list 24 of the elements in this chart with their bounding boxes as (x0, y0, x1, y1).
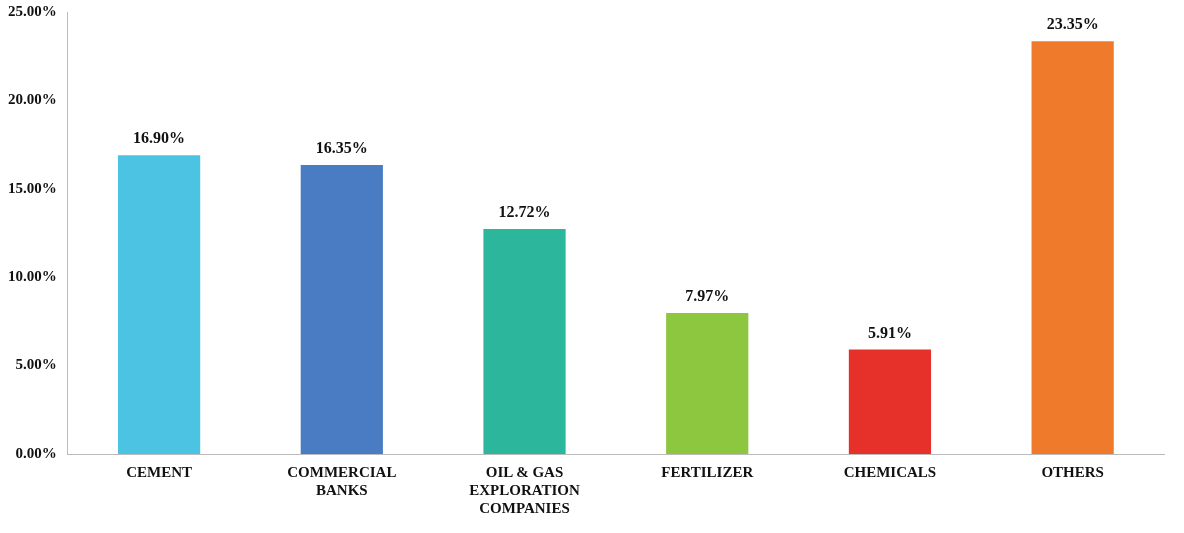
bar (118, 155, 201, 454)
x-tick-label: COMMERCIAL BANKS (287, 463, 397, 498)
data-label: 16.90% (133, 129, 186, 147)
bar (483, 229, 566, 454)
y-tick-label: 0.00% (15, 444, 57, 461)
y-tick-label: 25.00% (8, 2, 57, 19)
bar (300, 164, 383, 454)
data-label: 7.97% (685, 287, 730, 305)
data-label: 5.91% (867, 323, 912, 341)
x-tick-label: OTHERS (1041, 463, 1104, 480)
x-tick-label: FERTILIZER (661, 463, 754, 480)
y-tick-label: 15.00% (8, 179, 57, 196)
y-tick-label: 20.00% (8, 91, 57, 108)
bar (1031, 41, 1114, 454)
data-label: 12.72% (498, 203, 551, 221)
y-tick-label: 10.00% (8, 268, 57, 285)
x-tick-label: OIL & GAS EXPLORATION COMPANIES (469, 463, 580, 516)
x-tick-label: CEMENT (126, 463, 193, 480)
y-tick-label: 5.00% (15, 356, 57, 373)
bar (666, 313, 749, 454)
data-label: 16.35% (315, 139, 368, 157)
x-tick-label: CHEMICALS (843, 463, 937, 480)
bar (848, 349, 932, 454)
data-label: 23.35% (1046, 15, 1099, 33)
